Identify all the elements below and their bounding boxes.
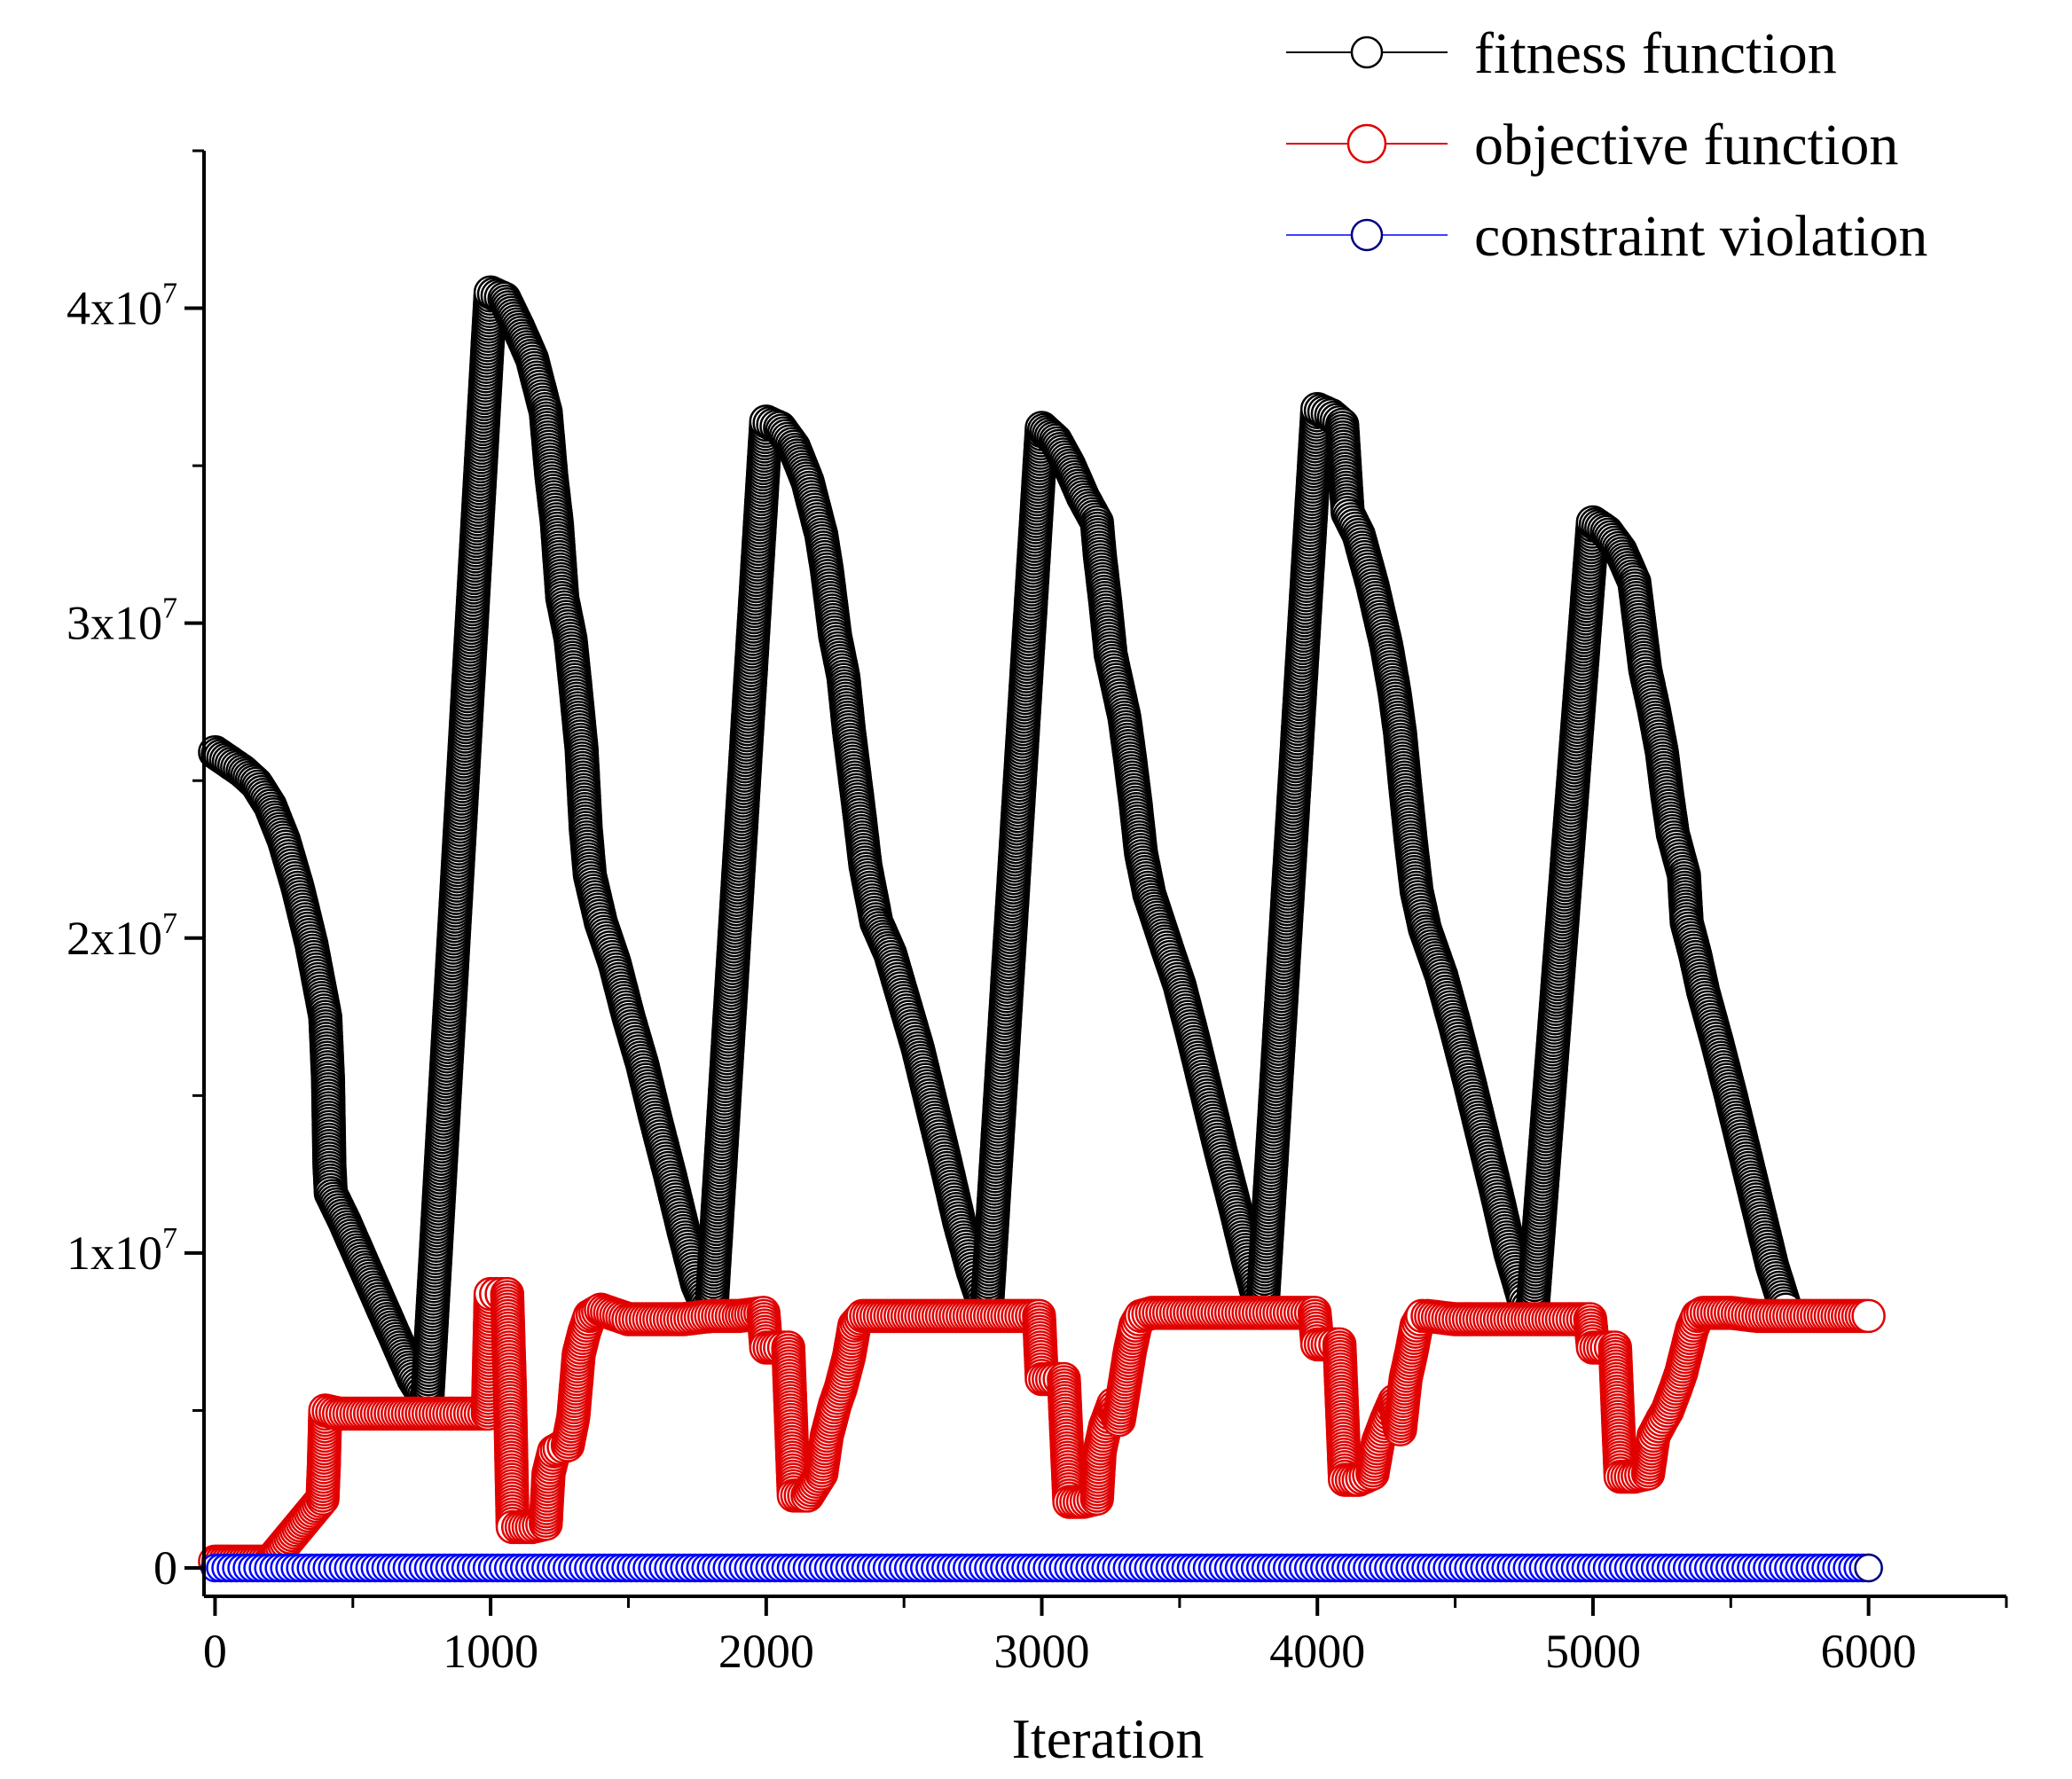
axes: 0 1000 2000 3000 4000 5000 6000 0 1x107 2x107 3x10… [67,149,2008,1678]
legend-label-objective: objective function [1474,113,1898,177]
legend-label-constraint: constraint violation [1474,204,1927,269]
y-tick-label-1x107: 1x107 [67,1222,177,1280]
legend-item-fitness: fitness function [1286,21,1837,86]
series-objective-function [198,1276,1886,1579]
y-tick-label-0: 0 [153,1541,177,1595]
x-axis-title: Iteration [1012,1707,1205,1770]
y-tick-label-4x107: 4x107 [67,278,177,335]
series-constraint-violation [200,1553,1883,1583]
y-tick-label-3x107: 3x107 [67,592,177,650]
legend-marker-fitness [1350,35,1384,69]
x-tick-label-1000: 1000 [443,1625,538,1678]
series-fitness-function [198,275,1803,1419]
x-tick-label-2000: 2000 [718,1625,814,1678]
x-tick-label-0: 0 [203,1625,227,1678]
x-tick-label-6000: 6000 [1821,1625,1917,1678]
legend-marker-constraint [1350,218,1384,252]
legend: fitness function objective function cons… [1286,21,1927,269]
legend-item-objective: objective function [1286,113,1898,177]
data-point-objective-function [1851,1298,1886,1334]
y-tick-label-2x107: 2x107 [67,907,177,965]
legend-item-constraint: constraint violation [1286,204,1927,269]
plot-area [198,275,1886,1583]
legend-marker-objective [1346,123,1387,164]
data-point-constraint-violation-end [1854,1553,1883,1583]
x-tick-label-3000: 3000 [994,1625,1090,1678]
legend-label-fitness: fitness function [1474,21,1837,86]
x-tick-label-4000: 4000 [1269,1625,1365,1678]
x-tick-label-5000: 5000 [1545,1625,1641,1678]
